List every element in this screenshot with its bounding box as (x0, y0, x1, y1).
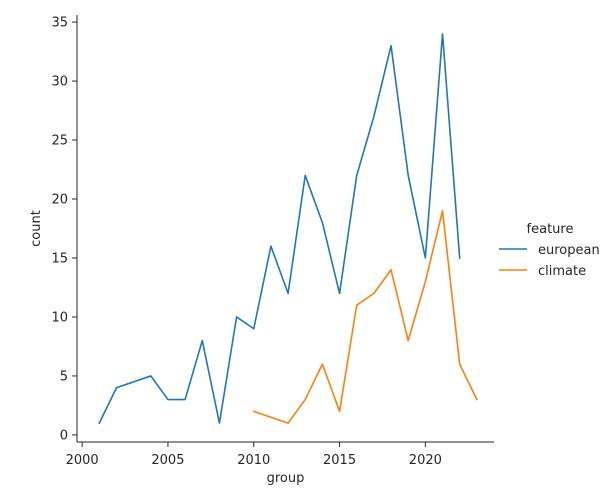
x-tick-label: 2010 (237, 453, 270, 468)
y-tick-label: 25 (51, 134, 68, 149)
legend-label-european: european (538, 243, 600, 258)
x-axis-label: group (267, 471, 305, 486)
legend: feature european climate (499, 222, 600, 279)
y-tick-label: 20 (51, 193, 68, 208)
y-axis-label: count (29, 210, 44, 247)
x-tick-label: 2015 (323, 453, 356, 468)
y-tick-label: 35 (51, 16, 68, 31)
x-ticks: 2000 2005 2010 2015 2020 (66, 442, 442, 468)
legend-title: feature (527, 222, 574, 237)
x-tick-label: 2000 (66, 453, 99, 468)
y-tick-label: 30 (51, 75, 68, 90)
y-ticks: 0 5 10 15 20 25 30 35 (51, 16, 77, 443)
legend-label-climate: climate (538, 264, 586, 279)
y-tick-label: 0 (60, 428, 68, 443)
axes: 2000 2005 2010 2015 2020 0 5 10 15 20 25 30 35 (51, 15, 494, 468)
y-tick-label: 5 (60, 369, 68, 384)
y-tick-label: 15 (51, 251, 68, 266)
y-tick-label: 10 (51, 310, 68, 325)
series-line-climate (252, 210, 478, 424)
x-tick-label: 2005 (151, 453, 184, 468)
series (98, 33, 478, 425)
legend-items: european climate (499, 243, 600, 279)
series-line-european (98, 33, 461, 425)
x-tick-label: 2020 (409, 453, 442, 468)
